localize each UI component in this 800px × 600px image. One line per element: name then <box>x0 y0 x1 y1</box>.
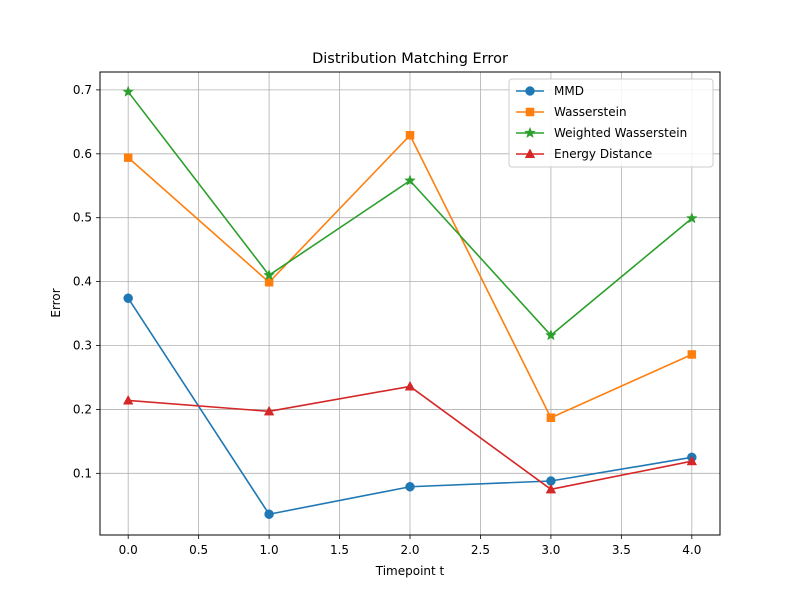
data-point-weighted-wasserstein <box>545 329 557 341</box>
x-tick-label: 1.5 <box>330 543 349 557</box>
data-point-weighted-wasserstein <box>122 85 135 97</box>
legend-item-weighted-wasserstein: Weighted Wasserstein <box>516 126 687 140</box>
legend-label: MMD <box>554 84 584 98</box>
legend-box <box>508 78 714 168</box>
x-tick-label: 0.5 <box>189 543 208 557</box>
data-point-wasserstein <box>546 413 556 422</box>
legend-item-wasserstein: Wasserstein <box>516 105 627 119</box>
data-point-energy-distance <box>122 394 134 405</box>
x-tick-label: 3.0 <box>541 543 560 557</box>
legend-item-energy-distance: Energy Distance <box>516 147 652 161</box>
x-tick-label: 3.5 <box>612 543 631 557</box>
y-tick-label: 0.3 <box>73 339 92 353</box>
data-point-weighted-wasserstein <box>685 212 698 224</box>
data-point-weighted-wasserstein <box>404 174 416 186</box>
data-point-energy-distance <box>404 380 416 391</box>
series-energy-distance <box>122 380 698 494</box>
y-tick-label: 0.2 <box>73 402 92 416</box>
legend-label: Weighted Wasserstein <box>554 126 687 140</box>
data-point-mmd <box>405 482 415 492</box>
y-tick-label: 0.4 <box>73 275 92 289</box>
data-point-mmd <box>264 509 274 519</box>
data-point-energy-distance <box>686 455 698 466</box>
series-layer <box>122 85 698 519</box>
series-wasserstein <box>123 131 697 422</box>
data-point-mmd <box>123 293 133 303</box>
y-tick-label: 0.6 <box>73 147 92 161</box>
data-point-wasserstein <box>264 278 274 287</box>
chart-title: Distribution Matching Error <box>312 51 508 67</box>
legend-marker <box>525 107 535 117</box>
y-tick-label: 0.1 <box>73 466 92 480</box>
legend-label: Wasserstein <box>554 105 627 119</box>
data-point-energy-distance <box>545 483 557 494</box>
legend-label: Energy Distance <box>554 147 652 161</box>
data-point-wasserstein <box>123 153 133 162</box>
data-point-wasserstein <box>405 131 415 140</box>
legend-marker <box>525 86 535 96</box>
x-tick-label: 4.0 <box>682 543 701 557</box>
series-weighted-wasserstein <box>122 85 698 341</box>
legend: MMD Wasserstein Weighted Wasserstein Energy… <box>508 78 714 168</box>
x-tick-label: 2.5 <box>471 543 490 557</box>
x-axis-label: Timepoint t <box>375 564 445 578</box>
legend-item-mmd: MMD <box>516 84 584 98</box>
data-point-weighted-wasserstein <box>263 269 275 281</box>
y-tick-label: 0.5 <box>73 211 92 225</box>
y-axis: 0.1 0.2 0.3 0.4 0.5 0.6 0.7 <box>73 83 100 480</box>
legend-marker <box>524 148 536 159</box>
y-axis-label: Error <box>49 288 63 317</box>
x-axis: 0.0 0.5 1.0 1.5 2.0 2.5 3.0 3.5 4.0 <box>119 535 701 557</box>
x-tick-label: 1.0 <box>260 543 279 557</box>
series-mmd <box>123 293 697 519</box>
x-tick-label: 0.0 <box>119 543 138 557</box>
data-point-wasserstein <box>687 350 697 359</box>
data-point-energy-distance <box>263 405 275 416</box>
legend-marker <box>524 126 536 139</box>
y-tick-label: 0.7 <box>73 83 92 97</box>
x-tick-label: 2.0 <box>400 543 419 557</box>
